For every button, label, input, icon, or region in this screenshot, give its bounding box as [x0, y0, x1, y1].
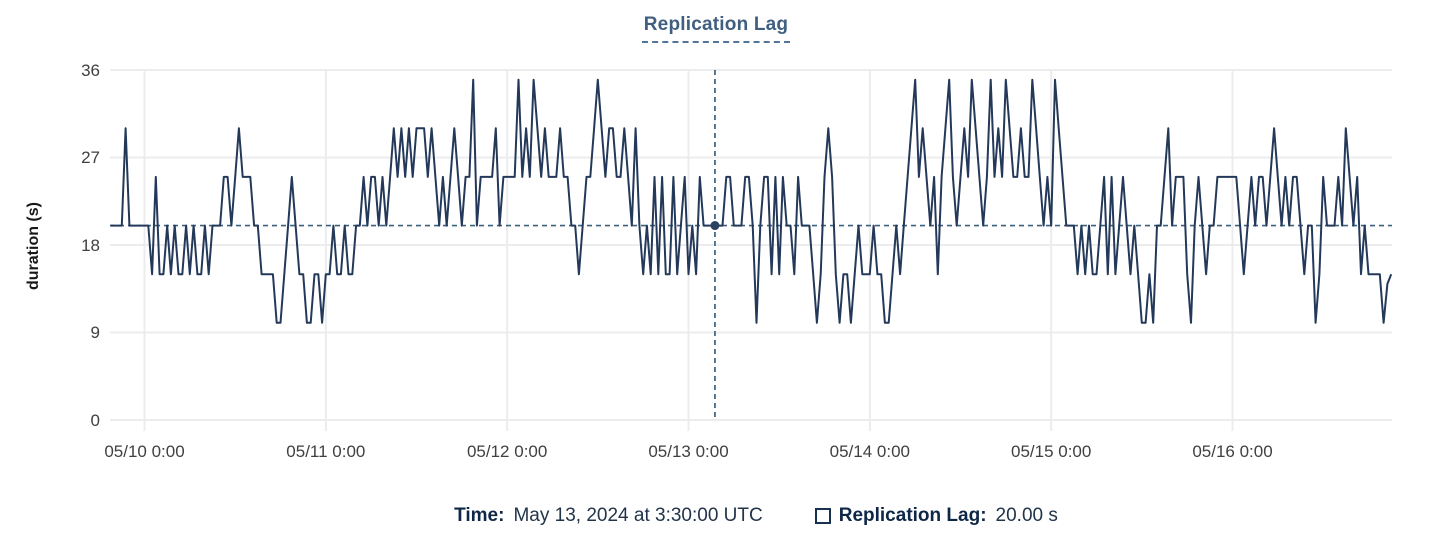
chart-title-wrap: Replication Lag [0, 14, 1432, 43]
series-label[interactable]: Replication Lag: [838, 505, 987, 526]
series-swatch-icon[interactable] [814, 508, 831, 524]
time-value: May 13, 2024 at 3:30:00 UTC [513, 505, 763, 526]
x-tick-label-1: 05/11 0:00 [286, 442, 366, 461]
x-tick-label-3: 05/13 0:00 [648, 442, 729, 461]
y-tick-label-0: 0 [90, 410, 100, 430]
y-tick-label-9: 9 [90, 323, 100, 342]
selected-point-marker[interactable] [710, 221, 720, 231]
chart-title[interactable]: Replication Lag [641, 14, 791, 43]
y-tick-label-36: 36 [81, 60, 100, 80]
series-value: 20.00 s [995, 505, 1058, 526]
x-tick-label-0: 05/10 0:00 [104, 442, 185, 461]
series-line[interactable] [110, 78, 1393, 324]
x-tick-label-6: 05/16 0:00 [1192, 442, 1273, 461]
y-tick-label-27: 27 [81, 148, 100, 167]
x-tick-label-4: 05/14 0:00 [829, 442, 910, 461]
y-tick-label-18: 18 [81, 235, 100, 255]
y-axis-title: duration (s) [25, 202, 42, 290]
tooltip-readout: Time: May 13, 2024 at 3:30:00 UTC Replic… [120, 505, 1392, 527]
time-label: Time: [454, 505, 505, 526]
x-tick-label-5: 05/15 0:00 [1010, 442, 1092, 461]
x-tick-label-2: 05/12 0:00 [466, 442, 548, 461]
